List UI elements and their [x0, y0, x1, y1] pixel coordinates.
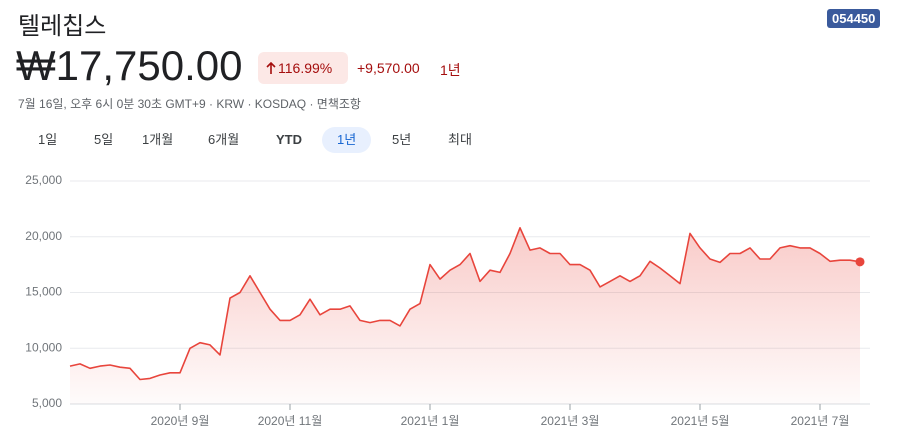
- x-tick-label: 2021년 3월: [541, 414, 600, 428]
- x-tick-label: 2021년 7월: [791, 414, 850, 428]
- stock-name: 텔레칩스: [18, 13, 107, 40]
- ticker-badge[interactable]: 054450: [827, 9, 881, 28]
- range-button[interactable]: 6개월: [208, 132, 240, 147]
- y-tick-label: 5,000: [32, 396, 62, 410]
- range-button[interactable]: 5년: [392, 132, 412, 147]
- info-line: 7월 16일, 오후 6시 0분 30초 GMT+9 · KRW · KOSDA…: [18, 97, 361, 111]
- change-period: 1년: [440, 62, 461, 78]
- x-tick-label: 2020년 11월: [258, 414, 323, 428]
- x-tick-label: 2021년 1월: [401, 414, 460, 428]
- range-button[interactable]: 최대: [448, 132, 472, 147]
- change-pill: 116.99%: [258, 52, 348, 84]
- y-tick-label: 10,000: [25, 340, 62, 354]
- price-line: [69, 227, 861, 381]
- change-percent: 116.99%: [278, 60, 333, 76]
- y-tick-label: 15,000: [25, 285, 62, 299]
- x-tick-label: 2021년 5월: [671, 414, 730, 428]
- y-tick-label: 25,000: [25, 173, 62, 187]
- range-button[interactable]: 5일: [94, 132, 114, 147]
- range-button[interactable]: 1년: [322, 127, 372, 153]
- y-tick-label: 20,000: [25, 229, 62, 243]
- x-tick-label: 2020년 9월: [151, 414, 210, 428]
- range-button[interactable]: 1개월: [142, 132, 174, 147]
- up-arrow: [266, 62, 276, 74]
- change-amount: +9,570.00: [357, 60, 420, 76]
- last-point: [855, 257, 865, 267]
- range-button[interactable]: 1일: [38, 132, 58, 147]
- area: [70, 227, 860, 404]
- range-button[interactable]: YTD: [276, 132, 302, 147]
- price: ₩17,750.00: [16, 42, 243, 89]
